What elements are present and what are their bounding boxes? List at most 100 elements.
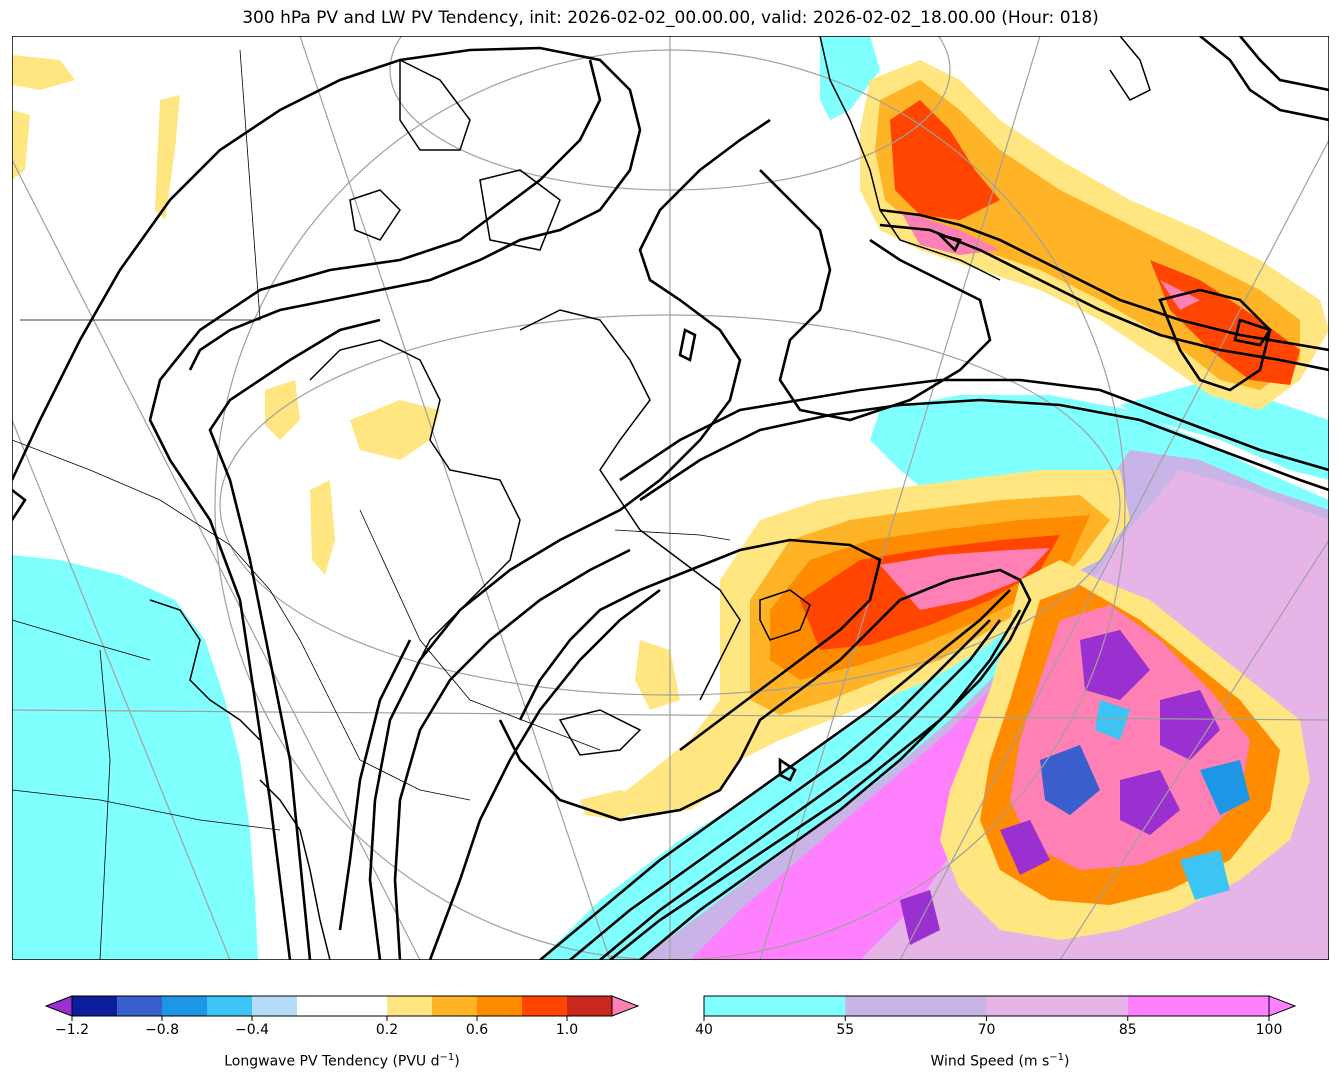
pv-tendency-color-bin-3	[207, 996, 252, 1016]
parallel-line	[12, 709, 1329, 721]
coastlines	[149, 36, 1151, 960]
border-province-west	[20, 49, 261, 321]
border-state-3	[99, 649, 111, 960]
border-state-1	[12, 619, 151, 661]
figure-title: 300 hPa PV and LW PV Tendency, init: 202…	[242, 8, 1099, 28]
coast-arctic-island-3	[349, 189, 401, 241]
pv-tendency-tick-label: −0.4	[235, 1022, 269, 1038]
pv-positive-maritime	[635, 640, 680, 710]
pv-negative-se-4	[1120, 770, 1180, 835]
wind-speed-tick-label: 100	[1255, 1022, 1283, 1038]
wind-speed-color-bin-2	[986, 996, 1128, 1016]
pv-contour-small-3	[778, 757, 797, 782]
meridian-2	[299, 36, 611, 960]
meridian-3	[12, 159, 421, 960]
wind-speed-colorbar	[703, 995, 1297, 1021]
pv-negative-se-1	[1080, 630, 1150, 700]
pv-tendency-color-bin-8	[477, 996, 522, 1016]
pv-negative-se-2	[1160, 690, 1220, 760]
pv-positive-northeast-1.0	[890, 100, 1000, 220]
pv-positive-northeast-1.2	[900, 210, 1000, 255]
graticule	[12, 36, 1329, 960]
wind-speed-tick-label: 85	[1118, 1022, 1137, 1038]
pv-tendency-color-bin-10	[567, 996, 612, 1016]
pv-tendency-extend-over	[611, 995, 640, 1017]
pv-tendency-colorbar	[44, 995, 640, 1021]
pv-contour-ne-3	[1158, 288, 1272, 392]
coast-great-lakes	[149, 599, 261, 741]
pv-contour-jet-3	[599, 619, 1002, 960]
pv-positive-central-1.2	[880, 548, 1050, 610]
pv-contour-7	[428, 588, 661, 960]
pv-contour-4	[368, 118, 771, 960]
pv-tendency-color-bin-2	[162, 996, 207, 1016]
pv-tendency-tick-label: 0.2	[375, 1022, 399, 1038]
wind-speed-color-bin-1	[845, 996, 987, 1016]
pv-tendency-tick-label: −0.8	[145, 1022, 179, 1038]
wind-region-north	[820, 36, 880, 120]
pv-positive-nw-1	[12, 55, 75, 90]
pv-tendency-color-bin-4	[252, 996, 297, 1016]
wind-speed-color-bin-0	[704, 996, 846, 1016]
pv-tendency-color-bin-6	[387, 996, 432, 1016]
pv-contour-small-2	[678, 328, 697, 362]
meridian-6	[899, 139, 1329, 960]
pv-contour-trough	[498, 568, 1032, 960]
pv-contours	[12, 36, 1329, 960]
border-province-quebec	[359, 509, 601, 751]
pv-positive-nw-2	[155, 95, 180, 220]
political-boundaries	[12, 49, 731, 960]
wind-speed-tick-label: 70	[977, 1022, 996, 1038]
map-panel	[12, 36, 1329, 960]
pv-positive-northeast-1.0-b	[1150, 260, 1300, 385]
pv-contour-jet-6	[639, 398, 1329, 502]
coast-greenland	[819, 36, 1001, 281]
pv-contour-jet-1	[539, 589, 1011, 960]
pv-negative-se-3	[1040, 745, 1100, 815]
pv-contour-ne-1	[879, 208, 1329, 352]
pv-tendency-tick-label: 0.6	[465, 1022, 489, 1038]
meridian-7	[1059, 539, 1329, 960]
pv-contour-jet-2	[569, 619, 991, 960]
pv-tendency-color-bin-0	[72, 996, 117, 1016]
wind-speed-extend-over	[1268, 995, 1297, 1017]
coast-newfoundland	[759, 589, 811, 641]
wind-speed-color-bin-3	[1127, 996, 1269, 1016]
coast-arctic-island-1	[399, 58, 471, 151]
pv-tendency-color-bin-1	[117, 996, 162, 1016]
pv-positive-west-1	[265, 380, 300, 440]
pv-positive-nw-3	[12, 110, 30, 180]
coast-labrador	[519, 309, 741, 701]
coast-arctic-island-2	[479, 169, 561, 251]
pv-negative-se-5	[1095, 700, 1130, 740]
pv-tendency-tick-label: −1.2	[55, 1022, 89, 1038]
pv-contour-ne-6	[1239, 36, 1329, 92]
pv-contour-ne-5	[1199, 36, 1329, 122]
pv-contour-1	[12, 46, 642, 481]
pv-contour-ne-4	[1233, 318, 1273, 347]
pv-negative-se-7	[1000, 820, 1050, 875]
coast-nova-scotia	[558, 709, 642, 756]
pv-positive-central-north	[350, 400, 440, 460]
pv-tendency-color-bin-9	[522, 996, 567, 1016]
wind-region-east	[1230, 500, 1329, 720]
pv-tendency-outline	[71, 995, 613, 1017]
coast-greenland-east	[1109, 36, 1151, 101]
pv-negative-se-6	[1200, 760, 1250, 815]
wind-region-85-100	[690, 650, 1010, 960]
pv-contour-6	[338, 639, 412, 931]
wind-speed-tick-label: 55	[836, 1022, 855, 1038]
pv-negative-se-8	[1180, 850, 1230, 900]
pv-contour-jet-4	[639, 609, 1022, 960]
pv-tendency-colorbar-label: Longwave PV Tendency (PVU d−1)	[224, 1052, 460, 1070]
border-state-2	[12, 789, 281, 831]
pv-tendency-color-bin-7	[432, 996, 477, 1016]
coast-us-east	[259, 779, 331, 960]
pv-contour-small-1	[935, 232, 962, 253]
pv-contour-trough-inner	[518, 538, 882, 752]
wind-speed-tick-label: 40	[695, 1022, 713, 1038]
pv-positive-west-2	[310, 480, 335, 575]
pv-contour-3	[208, 318, 381, 960]
pv-contour-jet-5	[619, 378, 1329, 482]
